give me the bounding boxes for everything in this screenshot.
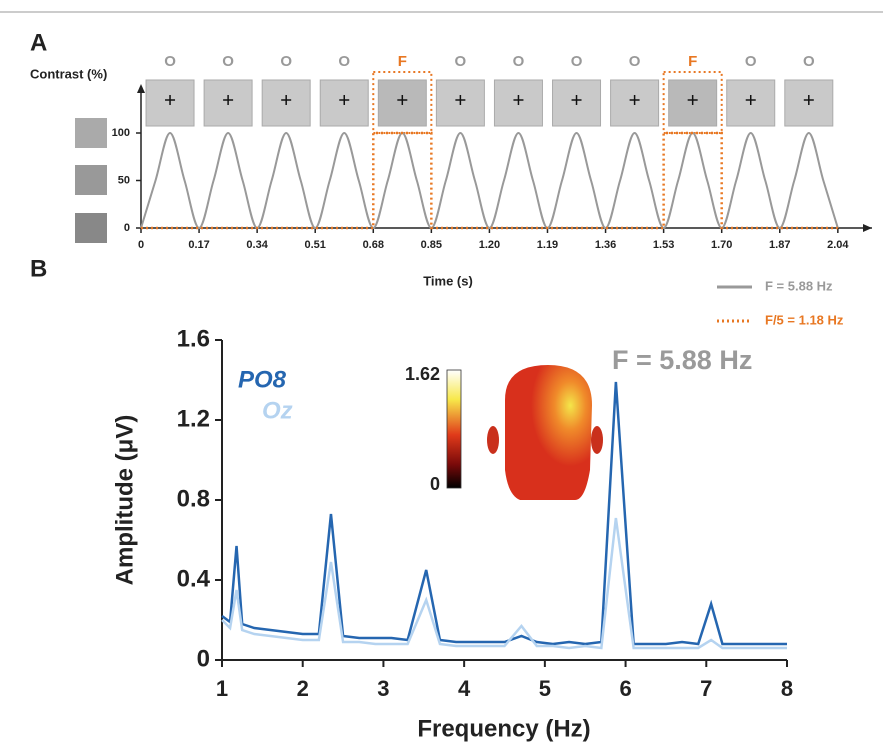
series-line (221, 517, 787, 650)
y-tick-label: 0.4 (177, 565, 211, 592)
y-tick-label: 0 (124, 222, 130, 234)
series-line (141, 131, 838, 230)
legend-label: Oz (262, 397, 293, 424)
x-tick-label: 1.36 (595, 239, 616, 251)
stimulus-image (552, 79, 602, 127)
annotation: F = 5.88 Hz (612, 345, 752, 375)
stimulus-image (784, 79, 834, 127)
x-axis-arrow (863, 224, 872, 232)
x-tick-label: 0.51 (304, 239, 325, 251)
y-tick-label: 0 (197, 645, 210, 672)
fixation-cross (803, 95, 814, 105)
fixation-cross (745, 95, 756, 105)
series-line (221, 381, 787, 646)
fixation-cross (629, 95, 640, 105)
x-tick-label: 5 (539, 676, 551, 701)
condition-label: O (803, 53, 815, 70)
x-axis-label: Frequency (Hz) (417, 715, 590, 742)
x-tick-label: 6 (619, 676, 631, 701)
condition-label: O (513, 53, 525, 70)
colorbar (446, 369, 462, 489)
x-tick-label: 8 (781, 676, 793, 701)
fixation-cross (397, 95, 408, 105)
stimulus-image (493, 79, 543, 127)
condition-label: O (745, 53, 757, 70)
condition-label: O (280, 53, 292, 70)
y-tick-label: 50 (118, 174, 130, 186)
fixation-cross (687, 95, 698, 105)
y-axis-arrow (137, 84, 145, 93)
condition-label: O (455, 53, 467, 70)
x-tick-label: 1.19 (537, 239, 558, 251)
y-axis-label: Contrast (%) (30, 66, 107, 81)
x-tick-label: 2 (297, 676, 309, 701)
y-tick-label: 100 (112, 127, 130, 139)
y-tick-label: 1.6 (177, 325, 210, 352)
x-tick-label: 1.53 (653, 239, 674, 251)
y-tick-label: 1.2 (177, 405, 210, 432)
x-tick-label: 1 (216, 676, 228, 701)
x-tick-label: 1.70 (711, 239, 732, 251)
stimulus-image (610, 79, 660, 127)
fixation-cross (339, 95, 350, 105)
x-axis-label: Time (s) (423, 273, 473, 288)
x-tick-label: 3 (377, 676, 389, 701)
fixation-cross (165, 95, 176, 105)
legend-label: F/5 = 1.18 Hz (765, 312, 844, 327)
x-tick-label: 4 (458, 676, 471, 701)
fixation-cross (571, 95, 582, 105)
condition-label: F (398, 53, 407, 70)
condition-label: O (629, 53, 641, 70)
colorbar-label: 1.62 (405, 364, 440, 384)
fixation-cross (455, 95, 466, 105)
x-tick-label: 0.17 (188, 239, 209, 251)
panel-label: A (30, 29, 47, 56)
colorbar-label: 0 (430, 474, 440, 494)
x-tick-label: 0.85 (421, 239, 442, 251)
condition-label: O (164, 53, 176, 70)
condition-label: F (688, 53, 697, 70)
legend-label: PO8 (238, 366, 287, 393)
x-tick-label: 7 (700, 676, 712, 701)
condition-label: O (338, 53, 350, 70)
x-tick-label: 0.68 (363, 239, 384, 251)
series-line (140, 131, 839, 230)
panel-label: B (30, 255, 47, 282)
fixation-cross (223, 95, 234, 105)
x-tick-label: 1.20 (479, 239, 500, 251)
x-tick-label: 0.34 (246, 239, 268, 251)
x-tick-label: 2.04 (827, 239, 849, 251)
x-tick-label: 0 (138, 239, 144, 251)
fixation-cross (281, 95, 292, 105)
fixation-cross (513, 95, 524, 105)
y-axis-label: Amplitude (μV) (111, 415, 138, 586)
x-tick-label: 1.87 (769, 239, 790, 251)
legend-label: F = 5.88 Hz (765, 278, 833, 293)
contrast-thumbnails (75, 118, 107, 243)
head-map (487, 365, 603, 500)
y-tick-label: 0.8 (177, 485, 210, 512)
condition-label: O (222, 53, 234, 70)
condition-label: O (571, 53, 583, 70)
